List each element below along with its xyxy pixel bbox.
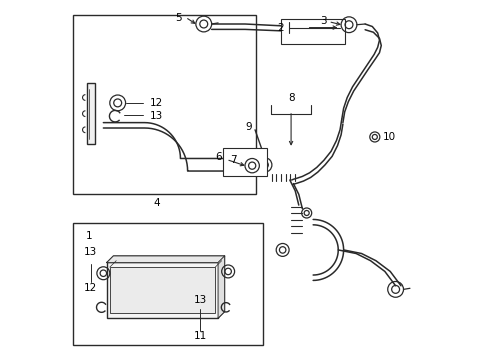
Text: 7: 7 xyxy=(230,155,237,165)
Bar xyxy=(107,262,218,318)
Bar xyxy=(223,148,267,176)
Text: 2: 2 xyxy=(277,23,284,33)
Bar xyxy=(87,83,95,144)
Text: 1: 1 xyxy=(85,231,92,240)
Bar xyxy=(73,15,256,194)
Text: 12: 12 xyxy=(84,283,98,293)
Bar xyxy=(281,19,345,44)
Text: 13: 13 xyxy=(150,111,163,121)
Text: 9: 9 xyxy=(245,122,252,132)
Text: 11: 11 xyxy=(194,331,207,341)
Text: 5: 5 xyxy=(175,13,182,23)
Polygon shape xyxy=(218,256,224,318)
Text: 6: 6 xyxy=(215,152,221,162)
Text: 10: 10 xyxy=(383,132,396,142)
Text: 3: 3 xyxy=(320,16,326,26)
Text: 8: 8 xyxy=(288,93,294,103)
Text: 4: 4 xyxy=(154,198,160,208)
Text: 13: 13 xyxy=(194,295,207,305)
Bar xyxy=(73,223,263,345)
Bar xyxy=(110,267,215,313)
Text: 13: 13 xyxy=(84,247,98,257)
Polygon shape xyxy=(107,256,224,262)
Text: 12: 12 xyxy=(150,98,163,108)
